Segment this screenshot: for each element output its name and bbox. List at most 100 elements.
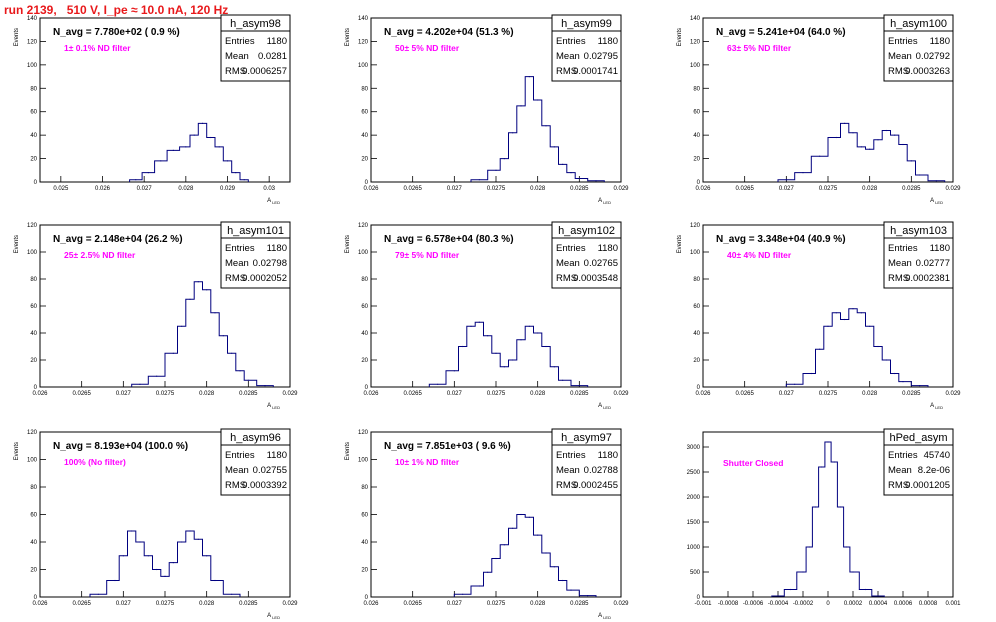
x-tick-label: 0.03 [263, 186, 275, 192]
y-tick-label: 0 [365, 385, 369, 391]
n-avg-label: N_avg = 7.851e+03 ( 9.6 %) [384, 441, 511, 452]
stats-value-rms: 0.0003548 [573, 273, 618, 284]
stats-label-rms: RMS [225, 66, 246, 77]
histogram-bin [562, 379, 564, 381]
y-tick-label: 80 [693, 277, 700, 283]
x-axis-label-subscript: LED [602, 615, 611, 620]
y-tick-label: 60 [30, 513, 37, 519]
n-avg-label: N_avg = 7.780e+02 ( 0.9 %) [53, 27, 180, 38]
histogram-bin [860, 312, 862, 314]
histogram-bin [777, 595, 779, 597]
histogram-bin [910, 160, 912, 162]
stats-box: h_asym103 Entries 1180 Mean 0.02777 RMS0.0002… [883, 221, 954, 289]
x-tick-label: 0.0265 [735, 391, 754, 397]
histogram-bin [578, 177, 580, 180]
x-tick-label: 0.0285 [570, 391, 589, 397]
x-axis-label-subscript: LED [934, 405, 943, 410]
histogram-line-h_asym96 [89, 530, 241, 597]
y-tick-label: 20 [30, 568, 37, 574]
stats-value-entries: 1180 [930, 36, 950, 47]
x-tick-label: 0.027 [779, 186, 795, 192]
histogram-bin [139, 383, 141, 385]
x-tick-label: 0.0285 [239, 391, 258, 397]
y-tick-label: 140 [27, 16, 38, 22]
stats-box-title: h_asym98 [230, 18, 281, 30]
histogram-bin [869, 325, 871, 327]
histogram-bin [487, 335, 489, 337]
histogram-bin [864, 588, 867, 591]
filter-label: 40± 4% ND filter [727, 250, 792, 260]
histogram-bin [512, 359, 514, 361]
y-tick-label: 0 [365, 595, 369, 601]
x-tick-label: 0.0265 [72, 601, 91, 607]
stats-label-rms: RMS [225, 480, 246, 491]
y-axis-label: Events [14, 442, 20, 460]
stats-box-frame [883, 14, 954, 82]
stats-value-mean: 0.02755 [253, 465, 287, 476]
histogram-bin [189, 298, 191, 300]
histogram-bin [528, 325, 530, 327]
x-tick-label: -0.001 [694, 601, 712, 607]
x-tick-label: 0.028 [178, 186, 194, 192]
stats-value-rms: 0.0002052 [242, 273, 287, 284]
y-tick-label: 20 [693, 157, 700, 163]
stats-box-title: h_asym102 [558, 225, 615, 237]
stats-label-rms: RMS [225, 273, 246, 284]
histogram-bin [131, 530, 133, 532]
stats-label-entries: Entries [888, 243, 918, 254]
histogram-bin [528, 516, 530, 518]
histogram-bin [545, 125, 547, 127]
x-tick-label: 0.0275 [487, 601, 506, 607]
y-tick-label: 0 [697, 180, 701, 186]
y-axis-label: Events [345, 235, 351, 253]
histogram-bin [243, 179, 245, 181]
histogram-panel-h_asym101: 0 20 40 60 80 100 120 0.026 0.0265 0.027 0.0275 0.0… [14, 221, 298, 410]
histogram-bin [172, 149, 174, 151]
stats-box: h_asym96 Entries 1180 Mean 0.02755 RMS0.00033… [220, 428, 291, 496]
histogram-bin [802, 172, 804, 174]
x-tick-label: 0.029 [613, 186, 629, 192]
x-axis-label-subscript: LED [934, 200, 943, 205]
histogram-line-h_asym99 [470, 76, 605, 182]
x-tick-label: 0.0285 [902, 186, 921, 192]
histogram-bin [222, 335, 224, 337]
histogram-bin [562, 163, 564, 165]
histogram-bin [210, 136, 212, 139]
histogram-bin [810, 372, 812, 375]
stats-value-rms: 0.0003263 [905, 66, 950, 77]
x-tick-label: 0.027 [137, 186, 153, 192]
x-tick-label: 0.026 [95, 186, 111, 192]
histogram-bin [877, 345, 879, 348]
x-tick-label: -0.0002 [793, 601, 814, 607]
stats-label-entries: Entries [225, 243, 255, 254]
histogram-bin [462, 593, 464, 595]
x-tick-label: -0.0008 [718, 601, 739, 607]
x-tick-label: 0.0008 [919, 601, 938, 607]
histogram-bin [844, 122, 846, 124]
stats-value-entries: 1180 [598, 450, 618, 461]
histogram-bin [135, 179, 137, 181]
y-tick-label: 0 [34, 180, 38, 186]
histogram-bin [470, 325, 472, 327]
histogram-bin [478, 585, 480, 587]
y-tick-label: 20 [30, 157, 37, 163]
stats-value-rms: 0.0001741 [573, 66, 618, 77]
histogram-panel-h_asym103: 0 20 40 60 80 100 120 0.026 0.0265 0.027 0.0275 0.0… [677, 221, 961, 410]
y-tick-label: 80 [361, 485, 368, 491]
histogram-bin [520, 513, 522, 516]
histogram-bin [139, 541, 141, 543]
x-axis-label: A LED [267, 403, 280, 410]
n-avg-label: N_avg = 4.202e+04 (51.3 %) [384, 27, 514, 38]
histogram-bin [821, 466, 823, 468]
stats-value-entries: 1180 [267, 243, 287, 254]
histogram-line-h_asym101 [131, 281, 274, 387]
filter-label: 79± 5% ND filter [395, 250, 460, 260]
stats-box-title: h_asym103 [890, 225, 947, 237]
histogram-line-h_asym100 [777, 122, 946, 182]
x-axis-label-subscript: LED [271, 405, 280, 410]
histogram-bin [877, 595, 879, 597]
filter-label: 50± 5% ND filter [395, 43, 460, 53]
y-tick-label: 140 [358, 16, 369, 22]
histogram-bin [172, 352, 174, 354]
stats-label-rms: RMS [556, 480, 577, 491]
